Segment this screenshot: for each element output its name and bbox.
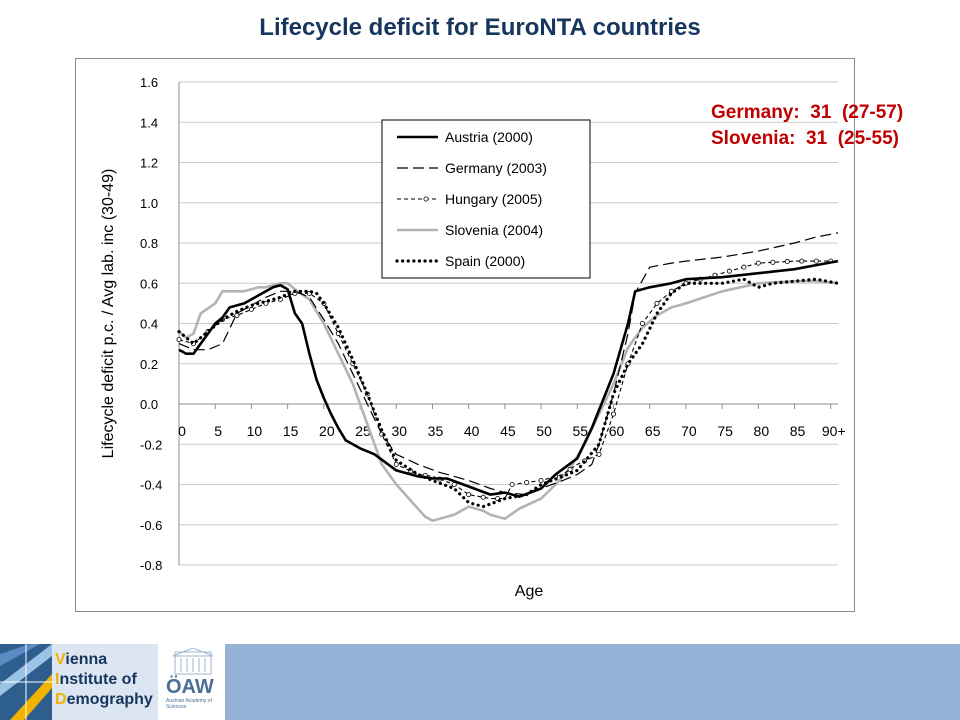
logo-area: Vienna Institute of Demography ÖAW Austr… [0, 644, 225, 720]
legend-marker [423, 196, 429, 202]
series-marker [466, 492, 472, 498]
legend-box [381, 119, 591, 279]
oaw-logo-subtitle: Austrian Academy of Sciences [166, 698, 212, 710]
series-marker [639, 320, 645, 326]
y-tick-label: 0.0 [140, 397, 158, 412]
series-marker [248, 306, 254, 312]
series-marker [596, 451, 602, 457]
series-marker [509, 481, 515, 487]
y-tick-label: 0.8 [140, 236, 158, 251]
series-marker [611, 411, 617, 417]
vid-line-3: Demography [55, 691, 153, 708]
legend-label: Austria (2000) [445, 129, 533, 145]
y-tick-label: -0.8 [140, 558, 162, 573]
legend-label: Spain (2000) [445, 253, 525, 269]
y-tick-label: 0.6 [140, 276, 158, 291]
y-tick-label: 1.2 [140, 156, 158, 171]
vid-line-2: Institute of [55, 671, 137, 688]
y-tick-label: -0.6 [140, 518, 162, 533]
series-marker [480, 494, 486, 500]
x-tick-label: 70 [681, 423, 697, 439]
oaw-logo-text: ÖAW [166, 676, 214, 698]
series-line-germany [178, 232, 839, 496]
vid-line-1: Vienna [55, 651, 108, 668]
y-tick-label: -0.2 [140, 437, 162, 452]
y-tick-label: -0.4 [140, 478, 162, 493]
x-tick-label: 0 [178, 423, 186, 439]
series-line-slovenia [178, 279, 839, 522]
series-marker [524, 479, 530, 485]
y-axis-label: Lifecycle deficit p.c. / Avg lab. inc (3… [100, 169, 117, 459]
y-tick-label: 0.2 [140, 357, 158, 372]
annotation-germany: Germany: 31 (27-57) [711, 102, 904, 123]
y-tick-label: 1.0 [140, 196, 158, 211]
slide-title: Lifecycle deficit for EuroNTA countries [259, 14, 701, 41]
x-tick-label: 50 [536, 423, 552, 439]
x-tick-label: 65 [645, 423, 661, 439]
annotation-slovenia: Slovenia: 31 (25-55) [711, 128, 899, 149]
chart-frame: 1.6 1.4 1.2 1.0 0.8 0.6 0.4 0.2 0.0 -0.2 -0.4 -0.6 -… [75, 58, 855, 612]
series-marker [176, 337, 182, 343]
series-marker [538, 477, 544, 483]
age-range-annotation: Germany: 31 (27-57) Slovenia: 31 (25-55) [711, 100, 903, 152]
x-tick-label: 40 [464, 423, 480, 439]
x-tick-label: 75 [717, 423, 733, 439]
series-marker [813, 258, 819, 264]
series-marker [755, 260, 761, 266]
series-line-spain [177, 277, 840, 509]
x-tick-label: 30 [391, 423, 407, 439]
y-tick-label: 1.4 [140, 115, 158, 130]
oaw-emblem-icon [172, 648, 214, 675]
x-tick-label: 35 [428, 423, 444, 439]
series-marker [393, 461, 399, 467]
x-tick-label: 60 [609, 423, 625, 439]
x-tick-label: 55 [573, 423, 589, 439]
y-tick-label: 1.6 [140, 75, 158, 90]
legend-label: Germany (2003) [445, 160, 547, 176]
series-marker [784, 259, 790, 265]
x-tick-label: 85 [790, 423, 806, 439]
series-marker [234, 312, 240, 318]
y-tick-label: 0.4 [140, 317, 158, 332]
x-tick-label: 10 [247, 423, 263, 439]
series-line-hungary [178, 260, 838, 500]
series-marker [654, 300, 660, 306]
series-marker [770, 259, 776, 265]
x-tick-label: 45 [500, 423, 516, 439]
series-marker [567, 466, 573, 472]
x-axis-label: Age [515, 583, 544, 600]
series-marker [799, 258, 805, 264]
x-tick-label: 15 [283, 423, 299, 439]
lifecycle-deficit-chart: 1.6 1.4 1.2 1.0 0.8 0.6 0.4 0.2 0.0 -0.2 -0.4 -0.6 -… [100, 75, 846, 600]
series-marker [726, 268, 732, 274]
vid-logo-text: Vienna Institute of Demography [55, 650, 155, 710]
legend-label: Hungary (2005) [445, 191, 542, 207]
x-tick-label: 90+ [822, 423, 846, 439]
legend-label: Slovenia (2004) [445, 222, 543, 238]
vid-logo-graphic [0, 644, 158, 720]
x-tick-label: 20 [319, 423, 335, 439]
x-tick-label: 5 [214, 423, 222, 439]
x-tick-label: 80 [754, 423, 770, 439]
series-line-austria [178, 259, 839, 498]
series-marker [741, 264, 747, 270]
